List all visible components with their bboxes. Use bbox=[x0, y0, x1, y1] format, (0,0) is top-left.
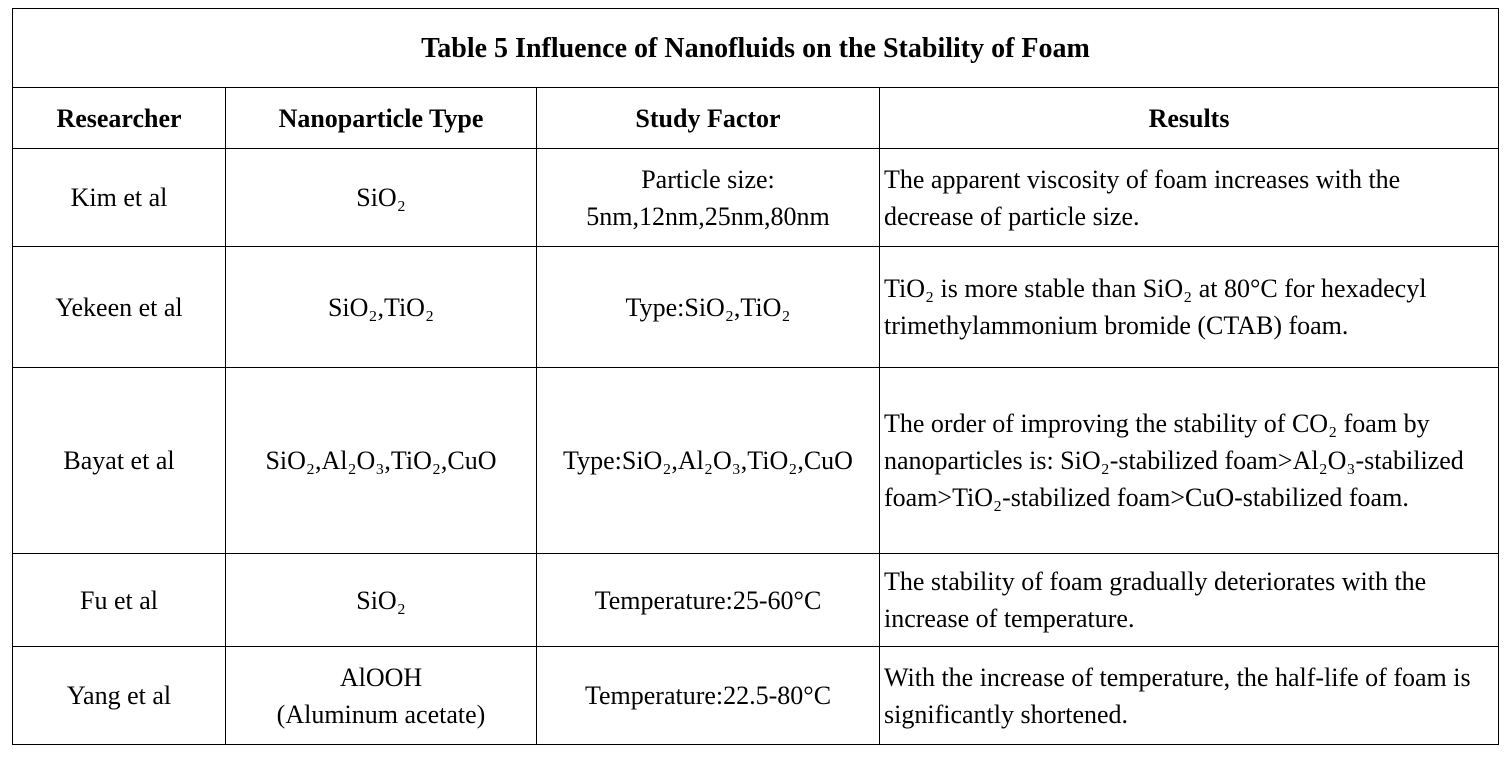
results-cell: TiO₂ is more stable than SiO₂ at 80°C fo… bbox=[878, 246, 1500, 368]
table-title: Table 5 Influence of Nanofluids on the S… bbox=[11, 8, 1500, 88]
header-nanoparticle-type: Nanoparticle Type bbox=[225, 87, 537, 149]
researcher-cell: Bayat et al bbox=[12, 367, 226, 554]
table-row: Yang et al AlOOH (Aluminum acetate) Temp… bbox=[12, 646, 1500, 745]
nanoparticle-type-text-line2: (Aluminum acetate) bbox=[276, 699, 486, 729]
nanoparticle-type-text: SiO₂,TiO₂ bbox=[327, 292, 435, 322]
table-row: Fu et al SiO₂ Temperature:25-60°C The st… bbox=[12, 553, 1500, 647]
study-factor-cell: Temperature:22.5-80°C bbox=[536, 646, 880, 745]
nanoparticle-type-cell: SiO₂,TiO₂ bbox=[225, 246, 537, 368]
nanofluid-foam-table-container: Table 5 Influence of Nanofluids on the S… bbox=[11, 8, 1500, 745]
nanoparticle-type-cell: SiO₂,Al₂O₃,TiO₂,CuO bbox=[225, 367, 537, 554]
researcher-cell: Fu et al bbox=[12, 553, 226, 647]
results-cell: The order of improving the stability of … bbox=[878, 367, 1500, 554]
header-researcher: Researcher bbox=[12, 87, 226, 149]
researcher-cell: Kim et al bbox=[12, 148, 226, 247]
study-factor-cell: Type:SiO₂,Al₂O₃,TiO₂,CuO bbox=[536, 367, 880, 554]
researcher-cell: Yang et al bbox=[12, 646, 226, 745]
study-factor-text: Temperature:25-60°C bbox=[594, 585, 822, 615]
nanoparticle-type-cell: SiO₂ bbox=[225, 148, 537, 247]
results-cell: The stability of foam gradually deterior… bbox=[878, 553, 1500, 647]
results-cell: The apparent viscosity of foam increases… bbox=[878, 148, 1500, 247]
study-factor-cell: Temperature:25-60°C bbox=[536, 553, 880, 647]
study-factor-cell: Type:SiO₂,TiO₂ bbox=[536, 246, 880, 368]
title-row: Table 5 Influence of Nanofluids on the S… bbox=[11, 8, 1500, 88]
header-row: Researcher Nanoparticle Type Study Facto… bbox=[12, 87, 1500, 149]
nanoparticle-type-cell: AlOOH (Aluminum acetate) bbox=[225, 646, 537, 745]
study-factor-text: Particle size: bbox=[641, 164, 775, 194]
nanoparticle-type-text: SiO₂ bbox=[356, 183, 406, 212]
table-row: Yekeen et al SiO₂,TiO₂ Type:SiO₂,TiO₂ Ti… bbox=[12, 246, 1500, 368]
table-row: Bayat et al SiO₂,Al₂O₃,TiO₂,CuO Type:SiO… bbox=[12, 367, 1500, 554]
nanoparticle-type-text: SiO₂,Al₂O₃,TiO₂,CuO bbox=[265, 446, 497, 475]
study-factor-text: Type:SiO₂,Al₂O₃,TiO₂,CuO bbox=[563, 446, 853, 475]
table-row: Kim et al SiO₂ Particle size: 5nm,12nm,2… bbox=[12, 148, 1500, 247]
header-study-factor: Study Factor bbox=[536, 87, 880, 149]
study-factor-text: Temperature:22.5-80°C bbox=[584, 681, 832, 710]
study-factor-text: Type:SiO₂,TiO₂ bbox=[625, 292, 791, 322]
results-cell: With the increase of temperature, the ha… bbox=[878, 646, 1500, 745]
researcher-cell: Yekeen et al bbox=[12, 246, 226, 368]
study-factor-text-line2: 5nm,12nm,25nm,80nm bbox=[586, 201, 830, 231]
nanoparticle-type-cell: SiO₂ bbox=[225, 553, 537, 647]
nanofluid-foam-table: Table 5 Influence of Nanofluids on the S… bbox=[11, 8, 1500, 745]
study-factor-cell: Particle size: 5nm,12nm,25nm,80nm bbox=[536, 148, 880, 247]
nanoparticle-type-text: AlOOH bbox=[339, 662, 423, 692]
nanoparticle-type-text: SiO₂ bbox=[356, 585, 406, 615]
header-results: Results bbox=[878, 87, 1500, 149]
